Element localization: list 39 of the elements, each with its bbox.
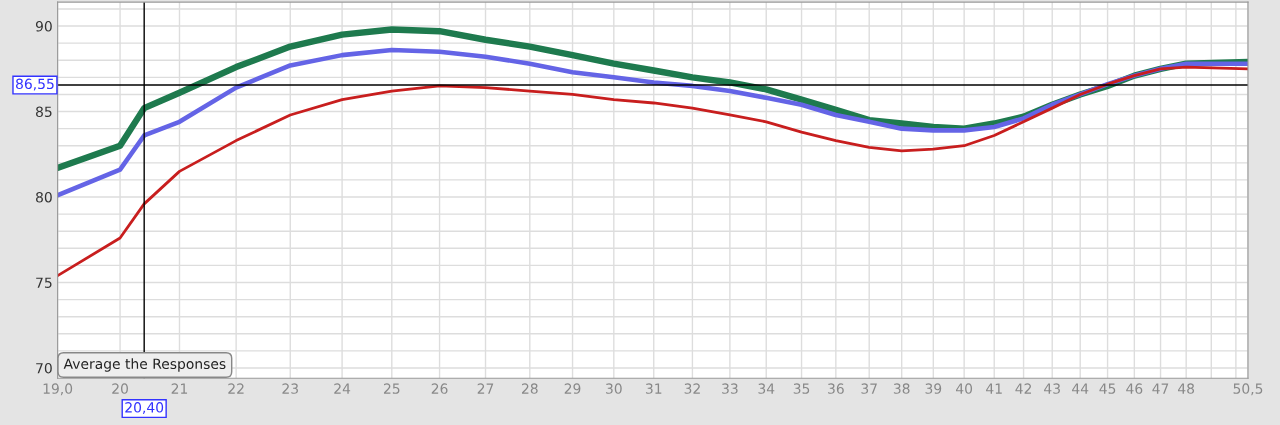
y-tick-label: 80	[36, 191, 52, 203]
x-tick-label: 50,5	[1233, 383, 1263, 396]
x-tick-label: 31	[645, 383, 662, 394]
x-tick-label: 30	[606, 383, 622, 394]
x-tick-label: 41	[986, 383, 1002, 394]
annotation: Average the Responses	[63, 358, 226, 372]
x-tick-label: 24	[334, 383, 351, 394]
x-tick-label: 29	[564, 383, 581, 394]
x-tick-label: 28	[521, 383, 538, 394]
ref-line-label: 86,55	[16, 78, 54, 91]
x-tick-label: 25	[383, 383, 400, 394]
x-tick-label: 42	[1015, 383, 1032, 394]
x-tick-label: 38	[893, 383, 910, 394]
x-tick-label: 21	[171, 383, 188, 394]
x-tick-label: 44	[1072, 383, 1089, 394]
x-tick-label: 35	[793, 383, 810, 394]
x-tick-label: 20	[112, 383, 128, 394]
y-tick-label: 90	[35, 21, 52, 32]
x-tick-label: 45	[1099, 383, 1116, 394]
x-tick-label: 33	[722, 383, 738, 394]
x-tick-label: 48	[1178, 383, 1195, 394]
y-tick-label: 75	[36, 277, 52, 288]
x-tick-label: 26	[431, 383, 448, 394]
x-tick-label: 27	[477, 383, 494, 394]
y-tick-label: 70	[36, 362, 52, 374]
x-tick-label: 37	[861, 383, 877, 394]
x-tick-label: 22	[228, 383, 244, 394]
x-tick-label: 47	[1152, 383, 1169, 394]
x-tick-label: 43	[1044, 383, 1060, 394]
x-tick-label: 39	[925, 383, 942, 394]
x-tick-label: 23	[282, 383, 298, 394]
x-tick-label: 36	[828, 383, 844, 394]
x-tick-label: 40	[955, 383, 973, 394]
ref-line-label: 20,40	[125, 402, 164, 415]
x-tick-label: 46	[1126, 383, 1143, 394]
x-tick-label: 32	[684, 383, 700, 394]
y-tick-label: 85	[36, 106, 52, 118]
x-tick-label: 19,0	[43, 383, 73, 396]
x-tick-label: 34	[758, 383, 775, 394]
